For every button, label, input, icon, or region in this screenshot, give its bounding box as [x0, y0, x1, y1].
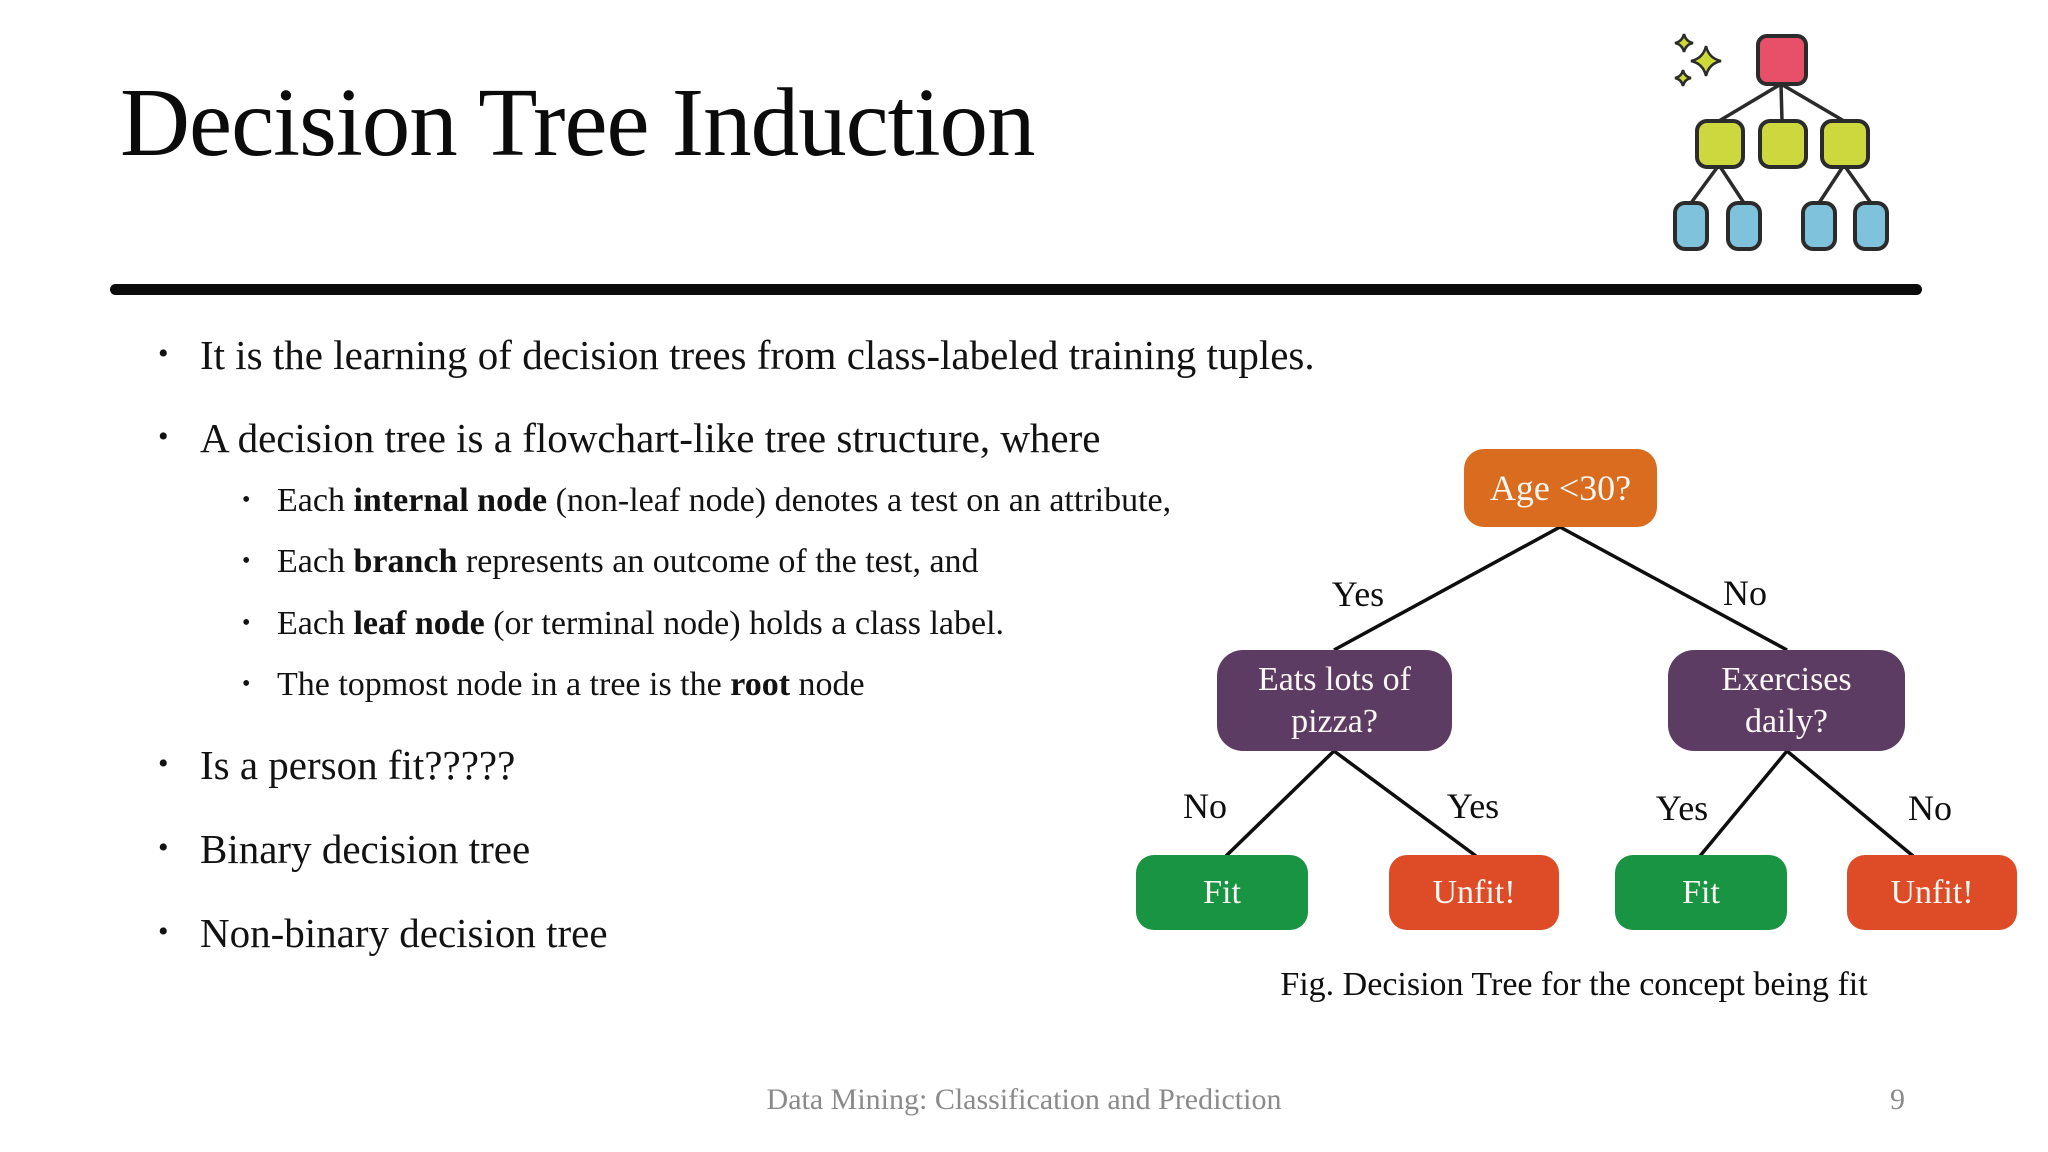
branch-label-yes: Yes: [1331, 574, 1385, 614]
tree-node-root: Age <30?: [1464, 449, 1657, 527]
bullet-dot: •: [158, 337, 169, 370]
figure-caption: Fig. Decision Tree for the concept being…: [1280, 966, 1868, 1003]
icon-mid-square: [1820, 119, 1870, 169]
tree-node-exercise: Exercises daily?: [1668, 650, 1905, 751]
tree-leaf-unfit: Unfit!: [1389, 855, 1559, 930]
decision-tree-icon: [1673, 33, 1889, 251]
tree-node-label: Age <30?: [1489, 468, 1632, 508]
tree-node-label: Fit: [1682, 873, 1720, 911]
title-divider: [110, 284, 1922, 295]
bullet-dot: •: [242, 671, 251, 697]
bullet-text: Each leaf node (or terminal node) holds …: [277, 605, 1005, 642]
bullet-dot: •: [158, 831, 169, 864]
bullet-text: Each branch represents an outcome of the…: [277, 543, 979, 580]
bullet-dot: •: [242, 548, 251, 574]
icon-leaf-square: [1726, 201, 1762, 251]
bullet-text: Binary decision tree: [200, 826, 531, 872]
branch-label-no: No: [1183, 786, 1227, 826]
page-number: 9: [1890, 1083, 1905, 1116]
bullet-dot: •: [242, 610, 251, 636]
branch-label-no: No: [1723, 573, 1767, 613]
icon-leaf-square: [1673, 201, 1709, 251]
tree-leaf-fit: Fit: [1615, 855, 1787, 930]
bullet-text: The topmost node in a tree is the root n…: [277, 666, 865, 703]
tree-node-label: Eats lots of: [1258, 660, 1411, 698]
sparkles-icon: [1674, 33, 1722, 87]
tree-node-pizza: Eats lots of pizza?: [1217, 650, 1452, 751]
icon-edges: [1689, 82, 1873, 205]
bullet-dot: •: [242, 487, 251, 513]
icon-leaf-square: [1853, 201, 1889, 251]
tree-node-label: Unfit!: [1890, 873, 1974, 911]
bullet-text: Each internal node (non-leaf node) denot…: [277, 482, 1172, 519]
tree-node-label: Exercises: [1721, 660, 1852, 698]
icon-mid-square: [1758, 119, 1808, 169]
tree-node-label: Fit: [1203, 873, 1241, 911]
tree-node-label: daily?: [1744, 702, 1829, 740]
bullet-dot: •: [158, 915, 169, 948]
tree-edges: [1224, 525, 1915, 858]
branch-label-yes: Yes: [1655, 788, 1709, 828]
icon-root-square: [1756, 34, 1808, 86]
bullet-text: A decision tree is a flowchart-like tree…: [200, 415, 1101, 461]
slide-title: Decision Tree Induction: [120, 69, 1036, 176]
icon-leaf-square: [1801, 201, 1837, 251]
tree-leaf-unfit: Unfit!: [1847, 855, 2017, 930]
bullet-text: It is the learning of decision trees fro…: [200, 332, 1315, 378]
tree-node-label: Unfit!: [1432, 873, 1516, 911]
bullet-dot: •: [158, 420, 169, 453]
bullet-dot: •: [158, 747, 169, 780]
branch-label-no: No: [1908, 788, 1952, 828]
footer-text: Data Mining: Classification and Predicti…: [766, 1083, 1282, 1116]
tree-leaf-fit: Fit: [1136, 855, 1308, 930]
bullet-text: Is a person fit?????: [200, 742, 516, 788]
branch-label-yes: Yes: [1446, 786, 1500, 826]
bullet-text: Non-binary decision tree: [200, 910, 608, 956]
tree-node-label: pizza?: [1291, 702, 1378, 740]
icon-mid-square: [1695, 119, 1745, 169]
